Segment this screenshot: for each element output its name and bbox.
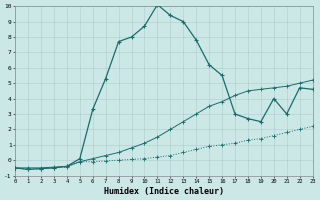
X-axis label: Humidex (Indice chaleur): Humidex (Indice chaleur) [104,187,224,196]
